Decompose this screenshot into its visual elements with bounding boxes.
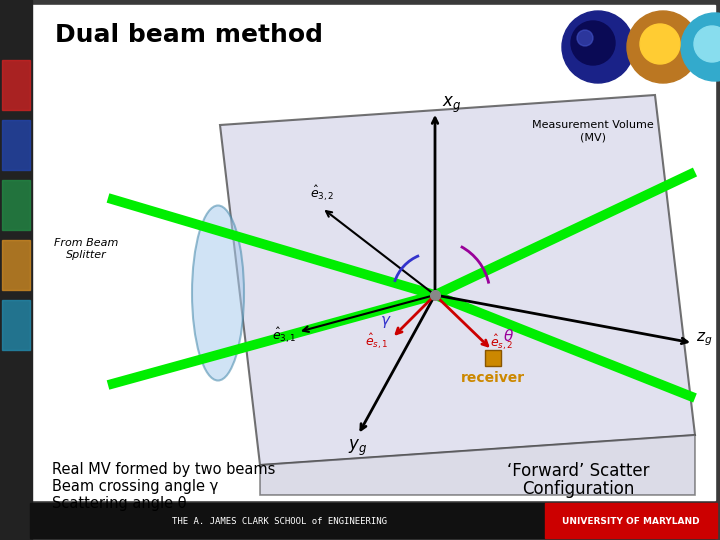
Bar (2, 180, 30, 230)
Circle shape (562, 11, 634, 83)
Polygon shape (260, 435, 695, 495)
Text: $\hat{e}_{s,1}$: $\hat{e}_{s,1}$ (365, 332, 389, 351)
Text: $y_g$: $y_g$ (348, 438, 367, 458)
Text: THE A. JAMES CLARK SCHOOL of ENGINEERING: THE A. JAMES CLARK SCHOOL of ENGINEERING (173, 516, 387, 525)
Text: Dual beam method: Dual beam method (55, 23, 323, 47)
Bar (2, 300, 30, 350)
Text: $\theta$: $\theta$ (503, 328, 514, 344)
Text: $\hat{e}_{3,1}$: $\hat{e}_{3,1}$ (272, 326, 297, 345)
Bar (2, 120, 30, 170)
Text: Scattering angle θ: Scattering angle θ (52, 496, 186, 511)
Ellipse shape (192, 206, 244, 381)
Bar (545, 503, 717, 538)
Circle shape (640, 24, 680, 64)
Text: From Beam: From Beam (54, 238, 118, 248)
FancyBboxPatch shape (485, 350, 501, 366)
Text: $\hat{e}_{s,2}$: $\hat{e}_{s,2}$ (490, 333, 513, 352)
Text: ‘Forward’ Scatter: ‘Forward’ Scatter (507, 462, 649, 480)
Text: Configuration: Configuration (522, 480, 634, 498)
Text: Real MV formed by two beams: Real MV formed by two beams (52, 462, 275, 477)
Bar (2, 60, 30, 110)
Text: $z_g$: $z_g$ (696, 330, 712, 348)
Text: Measurement Volume: Measurement Volume (532, 120, 654, 130)
Text: receiver: receiver (461, 371, 525, 385)
Bar (0, 0, 32, 540)
Circle shape (577, 30, 593, 46)
Text: Beam crossing angle γ: Beam crossing angle γ (52, 479, 218, 494)
Bar (2, 240, 30, 290)
Text: $\gamma$: $\gamma$ (380, 314, 392, 330)
Text: $\hat{e}_{3,2}$: $\hat{e}_{3,2}$ (310, 184, 335, 203)
Circle shape (681, 13, 720, 81)
Text: $x_g$: $x_g$ (442, 95, 462, 115)
Text: Splitter: Splitter (66, 250, 107, 260)
Polygon shape (220, 95, 695, 465)
Text: UNIVERSITY OF MARYLAND: UNIVERSITY OF MARYLAND (562, 516, 700, 525)
Bar (30, 503, 715, 538)
Circle shape (627, 11, 699, 83)
Text: (MV): (MV) (580, 132, 606, 142)
Circle shape (694, 26, 720, 62)
Circle shape (571, 21, 615, 65)
